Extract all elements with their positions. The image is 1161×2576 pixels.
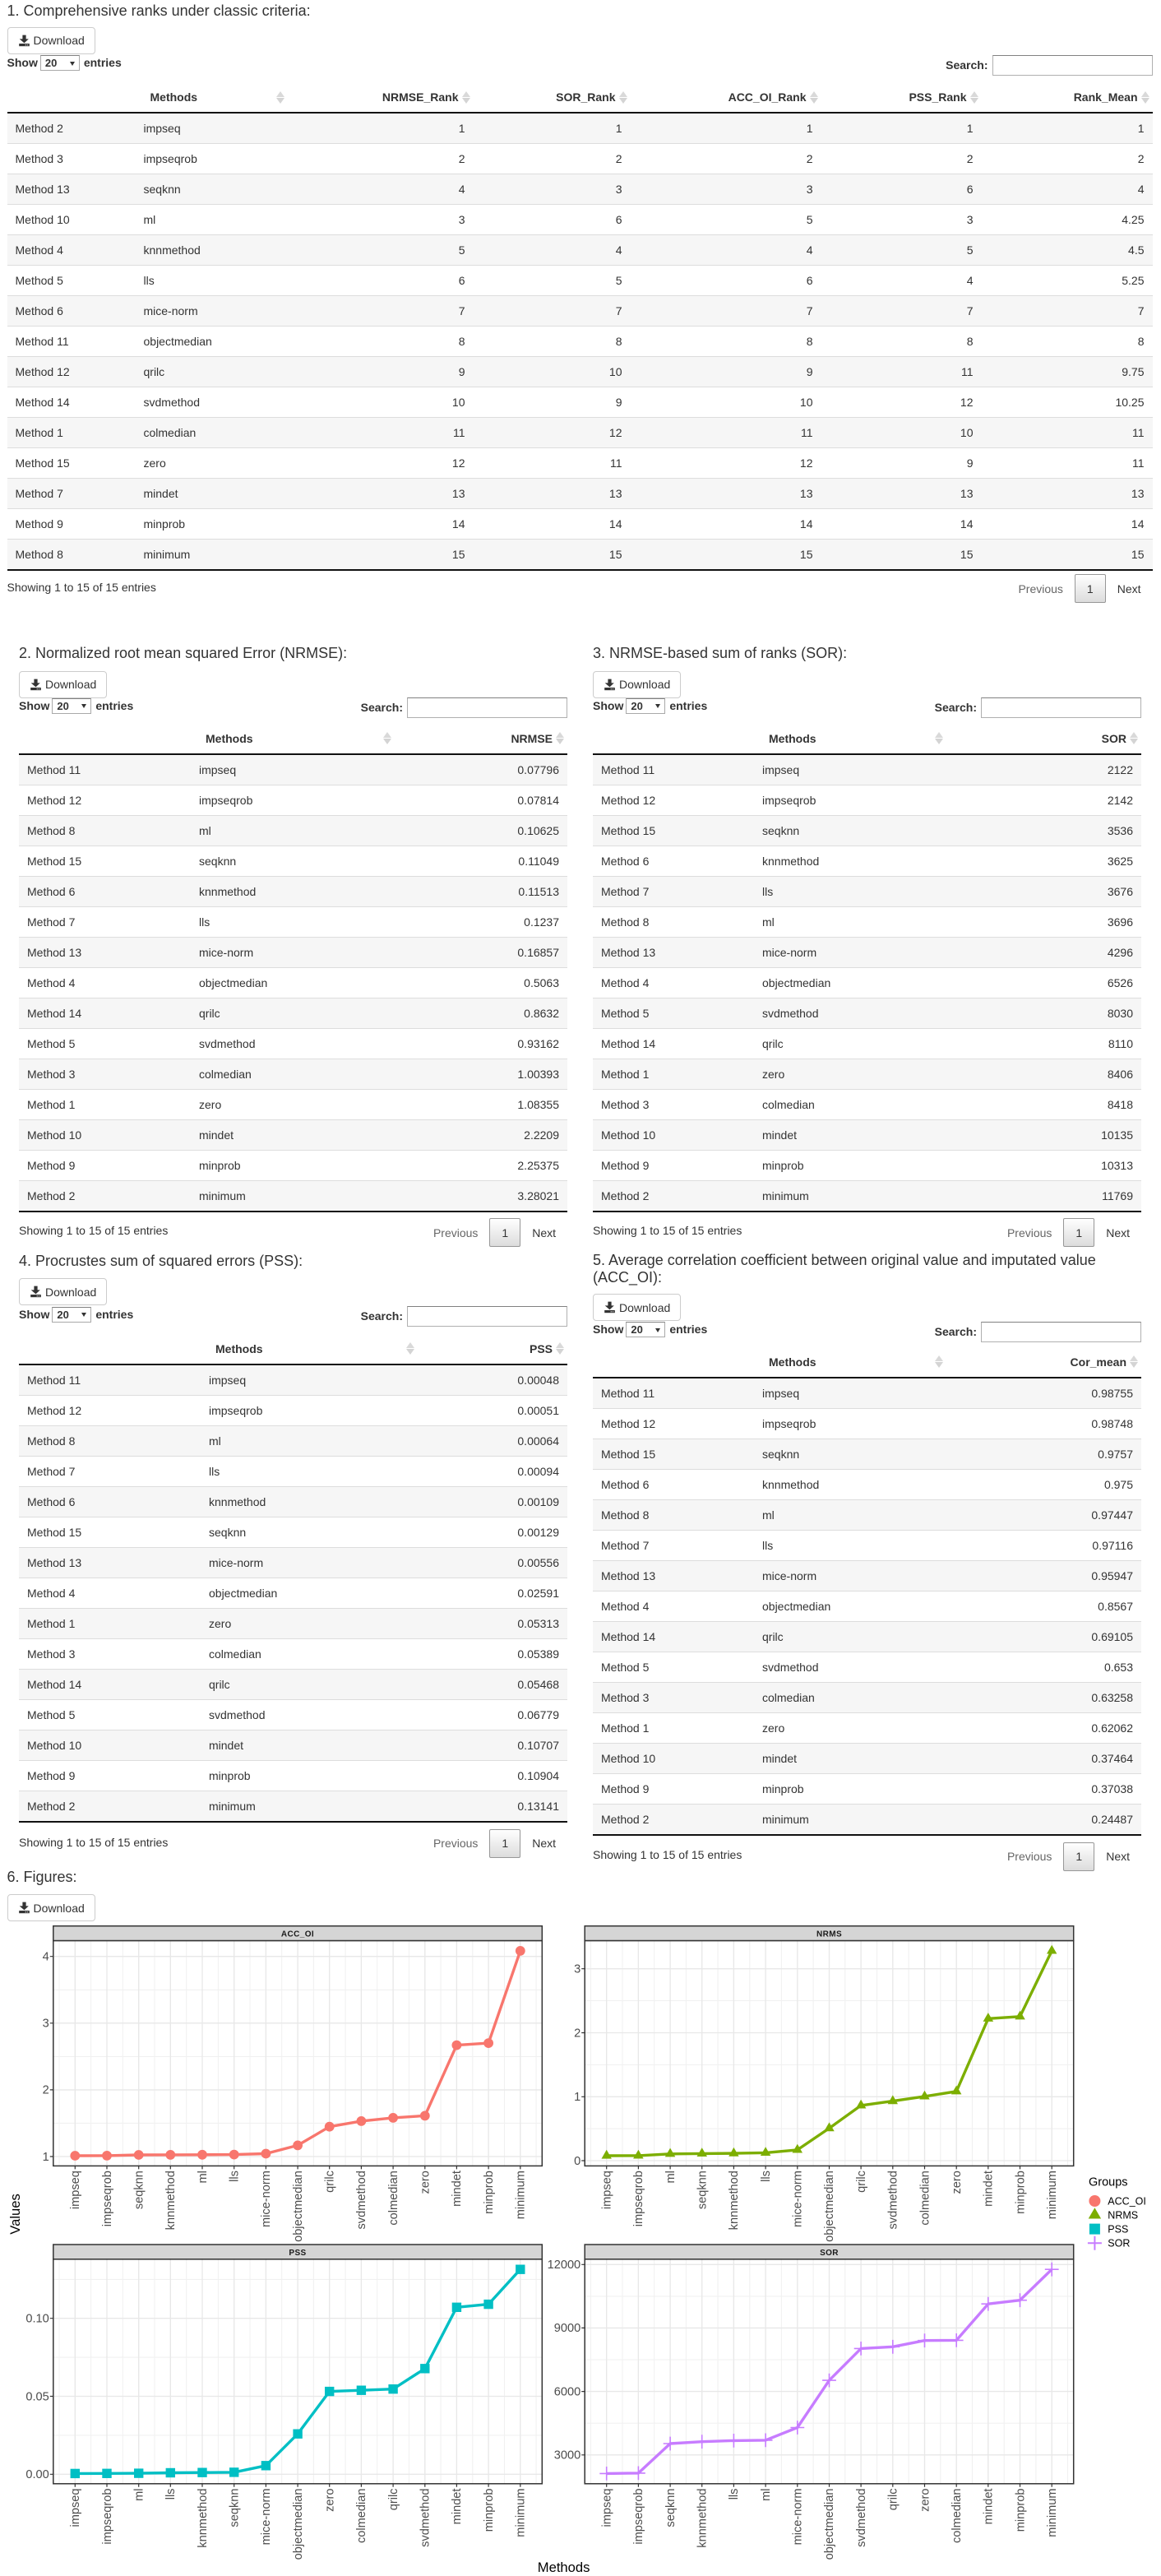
svg-text:1: 1 bbox=[43, 2151, 49, 2164]
svg-text:knnmethod: knnmethod bbox=[728, 2171, 741, 2230]
svg-text:4: 4 bbox=[43, 1951, 49, 1964]
svg-text:colmedian: colmedian bbox=[951, 2489, 964, 2544]
svg-text:ml: ml bbox=[133, 2489, 146, 2501]
svg-text:minimum: minimum bbox=[1046, 2489, 1059, 2537]
svg-text:seqknn: seqknn bbox=[229, 2489, 242, 2527]
svg-text:qrilc: qrilc bbox=[887, 2489, 900, 2511]
svg-text:0: 0 bbox=[574, 2155, 580, 2168]
svg-text:3: 3 bbox=[43, 2018, 49, 2031]
svg-text:svdmethod: svdmethod bbox=[855, 2489, 868, 2547]
svg-text:Groups: Groups bbox=[1089, 2176, 1128, 2189]
svg-text:Values: Values bbox=[7, 2194, 23, 2235]
svg-text:lls: lls bbox=[229, 2171, 242, 2182]
svg-text:3: 3 bbox=[574, 1963, 580, 1976]
svg-text:seqknn: seqknn bbox=[133, 2171, 146, 2209]
svg-text:qrilc: qrilc bbox=[387, 2489, 400, 2511]
svg-text:0.00: 0.00 bbox=[25, 2468, 49, 2481]
svg-text:zero: zero bbox=[419, 2171, 432, 2194]
svg-text:1: 1 bbox=[574, 2091, 580, 2104]
svg-text:impseq: impseq bbox=[601, 2489, 614, 2527]
svg-text:minprob: minprob bbox=[1014, 2171, 1027, 2214]
svg-text:9000: 9000 bbox=[554, 2322, 580, 2335]
svg-text:impseqrob: impseqrob bbox=[632, 2171, 645, 2226]
svg-text:zero: zero bbox=[951, 2171, 964, 2194]
svg-text:SOR: SOR bbox=[820, 2249, 839, 2258]
svg-text:colmedian: colmedian bbox=[387, 2171, 400, 2226]
svg-text:mice-norm: mice-norm bbox=[260, 2171, 273, 2227]
svg-text:seqknn: seqknn bbox=[696, 2171, 710, 2209]
svg-text:impseq: impseq bbox=[601, 2171, 614, 2209]
svg-text:SOR: SOR bbox=[1108, 2238, 1130, 2249]
svg-text:2: 2 bbox=[43, 2084, 49, 2097]
svg-text:0.05: 0.05 bbox=[25, 2390, 49, 2403]
svg-text:knnmethod: knnmethod bbox=[164, 2171, 178, 2230]
svg-text:minimum: minimum bbox=[1046, 2171, 1059, 2219]
svg-text:colmedian: colmedian bbox=[918, 2171, 932, 2226]
svg-text:minimum: minimum bbox=[515, 2489, 528, 2537]
svg-text:PSS: PSS bbox=[289, 2249, 306, 2258]
svg-text:mice-norm: mice-norm bbox=[792, 2171, 805, 2227]
svg-text:ACC_OI: ACC_OI bbox=[281, 1930, 314, 1939]
svg-text:impseqrob: impseqrob bbox=[101, 2489, 114, 2545]
svg-text:mindet: mindet bbox=[451, 2171, 464, 2207]
svg-text:mindet: mindet bbox=[983, 2171, 996, 2207]
svg-text:mindet: mindet bbox=[983, 2489, 996, 2525]
svg-text:ml: ml bbox=[760, 2489, 773, 2501]
svg-text:PSS: PSS bbox=[1108, 2223, 1128, 2235]
svg-text:svdmethod: svdmethod bbox=[887, 2171, 900, 2229]
svg-text:ml: ml bbox=[664, 2171, 678, 2183]
svg-text:Methods: Methods bbox=[538, 2560, 590, 2575]
svg-text:lls: lls bbox=[728, 2489, 741, 2500]
svg-text:knnmethod: knnmethod bbox=[197, 2489, 210, 2548]
svg-text:impseqrob: impseqrob bbox=[101, 2171, 114, 2226]
svg-text:objectmedian: objectmedian bbox=[292, 2171, 305, 2242]
svg-text:zero: zero bbox=[918, 2489, 932, 2512]
svg-text:colmedian: colmedian bbox=[355, 2489, 368, 2544]
svg-text:objectmedian: objectmedian bbox=[292, 2489, 305, 2560]
svg-text:seqknn: seqknn bbox=[664, 2489, 678, 2527]
svg-text:minimum: minimum bbox=[515, 2171, 528, 2219]
svg-text:NRMS: NRMS bbox=[816, 1930, 842, 1939]
svg-text:mindet: mindet bbox=[451, 2489, 464, 2525]
svg-text:objectmedian: objectmedian bbox=[823, 2489, 836, 2560]
svg-text:minprob: minprob bbox=[483, 2489, 496, 2532]
svg-text:12000: 12000 bbox=[548, 2259, 581, 2272]
svg-text:minprob: minprob bbox=[1014, 2489, 1027, 2532]
svg-text:0.10: 0.10 bbox=[25, 2313, 49, 2326]
svg-text:ml: ml bbox=[197, 2171, 210, 2183]
svg-text:mice-norm: mice-norm bbox=[260, 2489, 273, 2546]
svg-text:svdmethod: svdmethod bbox=[419, 2489, 432, 2547]
svg-text:3000: 3000 bbox=[554, 2449, 580, 2462]
svg-text:impseqrob: impseqrob bbox=[632, 2489, 645, 2545]
svg-text:2: 2 bbox=[574, 2027, 580, 2040]
svg-text:6000: 6000 bbox=[554, 2385, 580, 2398]
svg-text:lls: lls bbox=[164, 2489, 178, 2500]
svg-text:impseq: impseq bbox=[69, 2171, 82, 2209]
svg-text:ACC_OI: ACC_OI bbox=[1108, 2195, 1146, 2207]
svg-text:lls: lls bbox=[760, 2171, 773, 2182]
svg-text:objectmedian: objectmedian bbox=[823, 2171, 836, 2242]
svg-text:mice-norm: mice-norm bbox=[792, 2489, 805, 2546]
svg-text:knnmethod: knnmethod bbox=[696, 2489, 710, 2548]
svg-text:qrilc: qrilc bbox=[855, 2171, 868, 2193]
svg-text:zero: zero bbox=[324, 2489, 337, 2512]
svg-text:minprob: minprob bbox=[483, 2171, 496, 2214]
svg-text:NRMS: NRMS bbox=[1108, 2209, 1138, 2221]
svg-text:impseq: impseq bbox=[69, 2489, 82, 2527]
svg-text:qrilc: qrilc bbox=[324, 2171, 337, 2193]
svg-text:svdmethod: svdmethod bbox=[355, 2171, 368, 2229]
